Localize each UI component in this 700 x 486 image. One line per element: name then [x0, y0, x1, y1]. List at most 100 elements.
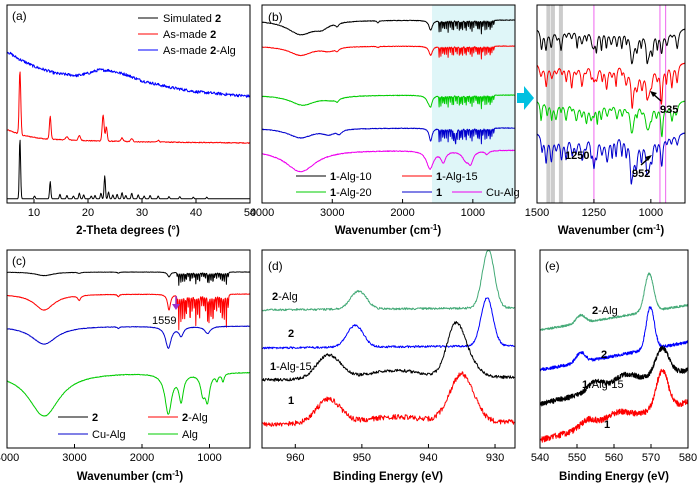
panel-b-frame: [261, 4, 516, 204]
trace-b-cu-alg: [261, 149, 515, 173]
panel-a-tick-20-label: 20: [82, 207, 94, 219]
inset-grey-band-2: [558, 5, 563, 203]
legend-label-2: 2: [92, 412, 98, 424]
trace-e-2-alg: [539, 272, 689, 331]
panel-e-tick-560-label: 560: [605, 452, 623, 464]
panel-b-tick-4000-label: 4000: [250, 207, 274, 219]
series-label-1-alg-15: 1-Alg-15: [270, 361, 312, 373]
inset-annotation-1250: 1250: [565, 150, 589, 162]
inset-annotation-952: 952: [632, 155, 652, 180]
legend-label-1-alg-20: 1-Alg-20: [330, 187, 372, 199]
panel-d-tick-950-label: 950: [353, 452, 371, 464]
trace-e-1-alg-15: [539, 345, 689, 407]
panel-c-tick-1000-label: 1000: [197, 452, 221, 464]
trace-d-1: [261, 371, 515, 427]
trace-inset-1-alg-20: [536, 100, 686, 138]
trace-e-1: [539, 368, 689, 443]
trace-inset-1-alg-10: [536, 28, 686, 65]
panel-a-tick-30-label: 30: [136, 207, 148, 219]
trace-b-1-alg-10: [261, 19, 515, 36]
panel-c-legend: 2 2-Alg Cu-Alg Alg: [58, 412, 208, 441]
panel-b-inset-tick-1000-label: 1000: [639, 207, 663, 219]
legend-label-2-alg: 2-Alg: [182, 412, 208, 424]
trace-b-1-alg-20: [261, 94, 515, 110]
legend-label-1-alg-10: 1-Alg-10: [330, 171, 372, 183]
trace-as-made-2-alg: [6, 51, 250, 98]
inset-grey-band-0: [546, 5, 551, 203]
trace-simulated-2: [7, 139, 250, 200]
panel-d-label: (d): [268, 259, 283, 273]
legend-label-1-alg-15: 1-Alg-15: [436, 171, 478, 183]
legend-label-as-made-2-alg: As-made 2-Alg: [163, 45, 236, 57]
panel-c-frame: [6, 249, 251, 449]
panel-e-tick-570-label: 570: [642, 452, 660, 464]
trace-c-2: [6, 271, 250, 286]
panel-b: 4000 3000 2000 1000 (b) 1-Alg-10 1-Alg-15 1…: [250, 4, 520, 237]
panel-b-tick-1000-label: 1000: [461, 207, 485, 219]
panel-d-tick-960-label: 960: [286, 452, 304, 464]
series-label-e-2: 2: [601, 349, 607, 361]
legend-label-simulated-2: Simulated 2: [163, 13, 221, 25]
series-label-e-2-alg: 2-Alg: [592, 305, 618, 317]
panel-c-tick-2000-label: 2000: [130, 452, 154, 464]
panel-e: 540 550 560 570 580 (e) 2-Alg 2 1-Alg-15 1 B…: [531, 249, 697, 483]
panel-a-tick-40-label: 40: [190, 207, 202, 219]
panel-c: 4000 3000 2000 1000 (c) 1559 2 2-Alg Cu-Alg…: [0, 249, 251, 484]
trace-inset-1-alg-15: [536, 62, 686, 109]
trace-e-2: [539, 306, 689, 372]
series-label-e-1-alg-15: 1-Alg-15: [582, 379, 624, 391]
panel-b-tick-2000-label: 2000: [390, 207, 414, 219]
panel-e-tick-580-label: 580: [679, 452, 697, 464]
panel-b-inset-xlabel: Wavenumber (cm-1): [558, 223, 665, 238]
panel-a-xlabel: 2-Theta degrees (°): [76, 225, 180, 237]
panel-a-label: (a): [12, 9, 27, 23]
trace-c-alg: [6, 371, 250, 417]
trace-d-2: [262, 297, 515, 350]
trace-c-cu-alg: [6, 325, 250, 349]
legend-label-cu-alg: Cu-Alg: [486, 187, 520, 199]
panel-e-tick-540-label: 540: [531, 452, 549, 464]
panel-c-xlabel: Wavenumber (cm-1): [77, 469, 184, 484]
panel-b-label: (b): [268, 10, 283, 24]
trace-inset-1: [536, 132, 686, 185]
panel-a-frame: [6, 4, 251, 204]
panel-c-label: (c): [12, 254, 26, 268]
trace-b-1: [261, 127, 515, 145]
panel-c-annotation-1559: 1559: [152, 296, 180, 327]
panel-d-tick-940-label: 940: [419, 452, 437, 464]
panel-e-label: (e): [545, 259, 560, 273]
panel-d: 960 950 940 930 (d) 2-Alg 2 1-Alg-15 1 Bind…: [261, 249, 516, 483]
series-label-2: 2: [288, 328, 294, 340]
panel-a-tick-50-label: 50: [244, 207, 256, 219]
panel-c-tick-3000-label: 3000: [62, 452, 86, 464]
trace-d-1-alg-15: [261, 321, 515, 382]
trace-d-2-alg: [261, 249, 515, 312]
trace-b-1-alg-15: [261, 45, 515, 60]
panel-b-inset-frame: [536, 4, 686, 204]
legend-label-cu-alg-c: Cu-Alg: [92, 429, 126, 441]
series-label-2-alg: 2-Alg: [272, 291, 298, 303]
panel-e-xlabel: Binding Energy (eV): [559, 471, 669, 483]
panel-d-xlabel: Binding Energy (eV): [333, 471, 443, 483]
panel-a-tick-10-label: 10: [28, 207, 40, 219]
svg-text:952: 952: [632, 168, 650, 180]
legend-label-1: 1: [436, 187, 442, 199]
panel-c-tick-4000-label: 4000: [0, 452, 19, 464]
panel-d-tick-930-label: 930: [486, 452, 504, 464]
series-label-e-1: 1: [604, 419, 610, 431]
trace-c-2-alg: [6, 293, 250, 331]
inset-grey-band-1: [550, 5, 555, 203]
zoom-arrow-icon: [517, 86, 534, 110]
panel-a-legend: Simulated 2 As-made 2 As-made 2-Alg: [138, 13, 236, 57]
legend-label-alg: Alg: [182, 429, 198, 441]
panel-b-inset-tick-1250-label: 1250: [582, 207, 606, 219]
inset-annotation-935: 935: [650, 91, 678, 116]
panel-a: 10 20 30 40 50 (a) Simulated 2 As-made 2 As-…: [6, 4, 256, 237]
svg-text:1559: 1559: [152, 315, 176, 327]
panel-b-inset-tick-1500-label: 1500: [525, 207, 549, 219]
panel-b-inset: 1500 1250 1000 935 1250 952 Wavenumber (cm…: [525, 4, 686, 238]
panel-e-tick-550-label: 550: [568, 452, 586, 464]
legend-label-as-made-2: As-made 2: [163, 29, 216, 41]
trace-as-made-2: [6, 71, 250, 144]
